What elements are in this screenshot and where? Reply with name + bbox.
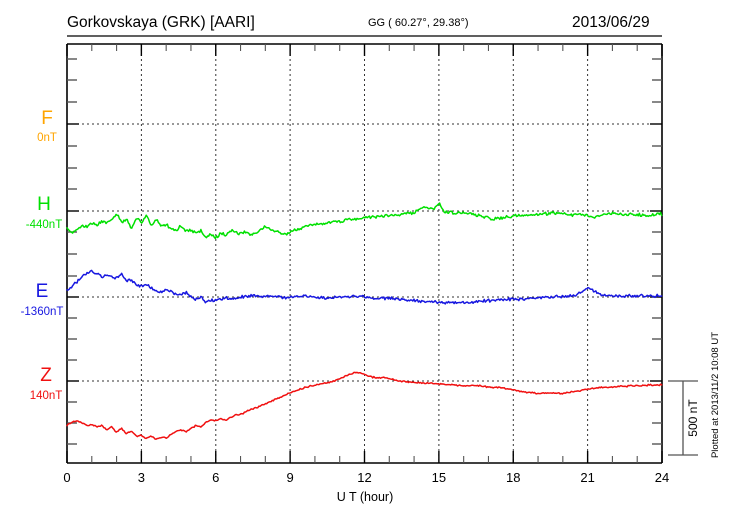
baseline-gridlines	[67, 123, 662, 382]
component-value-Z: 140nT	[30, 390, 63, 402]
plotted-timestamp: Plotted at 2013/11/2 10:08 UT	[710, 332, 721, 458]
component-letter-F: F	[41, 108, 53, 129]
x-tick-label-3: 3	[138, 470, 145, 485]
x-axis-tick-labels: 0 3 6 9 12 15 18 21 24	[63, 470, 669, 485]
trace-E	[66, 269, 663, 305]
x-axis-title: U T (hour)	[337, 490, 394, 504]
x-tick-label-9: 9	[287, 470, 294, 485]
station-coordinates: GG ( 60.27°, 29.38°)	[368, 17, 469, 29]
x-tick-label-18: 18	[506, 470, 520, 485]
trace-Z	[66, 371, 663, 440]
y-axis-ticks	[67, 58, 662, 445]
scale-bar-label: 500 nT	[686, 399, 700, 437]
x-tick-label-12: 12	[357, 470, 371, 485]
station-title: Gorkovskaya (GRK) [AARI]	[67, 14, 255, 31]
trace-H	[66, 202, 663, 240]
x-tick-label-15: 15	[432, 470, 446, 485]
component-value-F: 0nT	[37, 132, 57, 144]
x-tick-label-21: 21	[580, 470, 594, 485]
data-traces	[66, 202, 663, 440]
scale-bar: 500 nT	[668, 380, 700, 456]
component-letter-Z: Z	[40, 365, 52, 386]
x-axis-ticks	[66, 44, 663, 463]
component-labels: F 0nT H -440nT E -1360nT Z 140nT	[21, 108, 64, 402]
x-tick-label-6: 6	[212, 470, 219, 485]
component-value-E: -1360nT	[21, 306, 64, 318]
component-letter-H: H	[37, 194, 51, 215]
component-letter-E: E	[36, 281, 49, 302]
observation-date: 2013/06/29	[572, 14, 650, 31]
x-tick-label-24: 24	[655, 470, 669, 485]
x-tick-label-0: 0	[63, 470, 70, 485]
component-value-H: -440nT	[26, 219, 62, 231]
